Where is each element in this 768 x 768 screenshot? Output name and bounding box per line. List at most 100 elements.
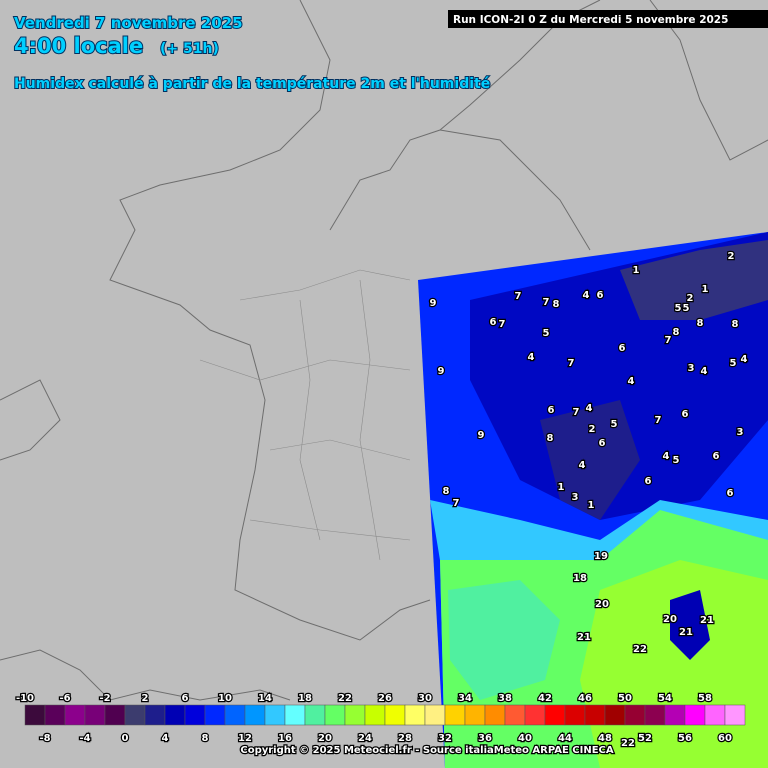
legend-label: 32 bbox=[438, 733, 452, 744]
map-value-label: 5 bbox=[683, 303, 690, 314]
run-box bbox=[448, 10, 768, 28]
map-value-label: 4 bbox=[583, 290, 590, 301]
legend: -10 -6 -2 2 6 10 14 18 22 26 30 34 38 42 46 50 54 58-8 -4 0… bbox=[15, 692, 746, 745]
map-value-label: 6 bbox=[727, 488, 734, 499]
map-value-label: 6 bbox=[597, 290, 604, 301]
legend-swatch bbox=[164, 704, 186, 726]
legend-label: 10 bbox=[218, 693, 232, 704]
map-value-label: 9 bbox=[478, 430, 485, 441]
legend-label: 26 bbox=[378, 693, 392, 704]
legend-swatch bbox=[524, 704, 546, 726]
legend-label: 44 bbox=[558, 733, 572, 744]
legend-swatch bbox=[204, 704, 226, 726]
legend-label: 60 bbox=[718, 733, 732, 744]
legend-label: -10 bbox=[16, 693, 34, 704]
map-value-label: 4 bbox=[579, 460, 586, 471]
legend-label: 30 bbox=[418, 693, 432, 704]
map-value-label: 7 bbox=[665, 335, 672, 346]
legend-label: 36 bbox=[478, 733, 492, 744]
legend-swatch bbox=[564, 704, 586, 726]
legend-swatch bbox=[144, 704, 166, 726]
map-value-label: 8 bbox=[443, 486, 450, 497]
map-value-label: 1 bbox=[588, 500, 595, 511]
map-value-label: 4 bbox=[628, 376, 635, 387]
map-value-label: 7 bbox=[573, 407, 580, 418]
map-value-label: 9 bbox=[430, 298, 437, 309]
legend-label: 38 bbox=[498, 693, 512, 704]
legend-swatch bbox=[584, 704, 606, 726]
legend-label: -2 bbox=[99, 693, 110, 704]
legend-swatch bbox=[664, 704, 686, 726]
date: Vendredi 7 novembre 2025 bbox=[14, 14, 243, 32]
legend-label: 14 bbox=[258, 693, 272, 704]
map-value-label: 4 bbox=[741, 354, 748, 365]
legend-swatch bbox=[184, 704, 206, 726]
legend-label: 16 bbox=[278, 733, 292, 744]
legend-label: 24 bbox=[358, 733, 372, 744]
map-value-label: 3 bbox=[688, 363, 695, 374]
time: 4:00 locale bbox=[14, 34, 143, 58]
map-value-label: 1 bbox=[558, 482, 565, 493]
legend-swatch bbox=[304, 704, 326, 726]
legend-label: 18 bbox=[298, 693, 312, 704]
legend-swatch bbox=[344, 704, 366, 726]
legend-label: 56 bbox=[678, 733, 692, 744]
map-value-label: 6 bbox=[619, 343, 626, 354]
legend-swatch bbox=[324, 704, 346, 726]
legend-swatch bbox=[364, 704, 386, 726]
map-value-label: 21 bbox=[679, 627, 693, 638]
legend-swatch bbox=[484, 704, 506, 726]
legend-swatch bbox=[104, 704, 126, 726]
legend-swatch bbox=[544, 704, 566, 726]
map-value-label: 20 bbox=[595, 599, 609, 610]
map-value-label: 3 bbox=[572, 492, 579, 503]
map-value-label: 1 bbox=[633, 265, 640, 276]
legend-swatch bbox=[684, 704, 706, 726]
run-label: Run ICON-2I 0 Z du Mercredi 5 novembre 2… bbox=[453, 14, 728, 26]
map-value-label: 21 bbox=[700, 615, 714, 626]
map-value-label: 6 bbox=[645, 476, 652, 487]
legend-label: -6 bbox=[59, 693, 70, 704]
legend-label: 54 bbox=[658, 693, 672, 704]
legend-swatch bbox=[264, 704, 286, 726]
map-value-label: 1 bbox=[702, 284, 709, 295]
map-value-label: 7 bbox=[499, 319, 506, 330]
map-value-label: 9 bbox=[438, 366, 445, 377]
map-value-label: 8 bbox=[673, 327, 680, 338]
map-value-label: 5 bbox=[543, 328, 550, 339]
offset: (+ 51h) bbox=[160, 41, 219, 57]
legend-swatch bbox=[384, 704, 406, 726]
legend-swatch bbox=[464, 704, 486, 726]
legend-swatch bbox=[444, 704, 466, 726]
legend-swatch bbox=[504, 704, 526, 726]
map-value-label: 6 bbox=[713, 451, 720, 462]
map-value-label: 5 bbox=[675, 303, 682, 314]
map-value-label: 7 bbox=[655, 415, 662, 426]
legend-label: 28 bbox=[398, 733, 412, 744]
legend-label: -8 bbox=[39, 733, 50, 744]
legend-label: 48 bbox=[598, 733, 612, 744]
legend-swatch bbox=[624, 704, 646, 726]
legend-swatch bbox=[724, 704, 746, 726]
legend-swatch bbox=[244, 704, 266, 726]
legend-label: 12 bbox=[238, 733, 252, 744]
legend-swatch bbox=[644, 704, 666, 726]
map-value-label: 8 bbox=[553, 299, 560, 310]
legend-label: 58 bbox=[698, 693, 712, 704]
map-value-label: 6 bbox=[490, 317, 497, 328]
map-value-label: 8 bbox=[697, 318, 704, 329]
legend-swatch bbox=[284, 704, 306, 726]
legend-label: -4 bbox=[79, 733, 90, 744]
map-value-label: 8 bbox=[547, 433, 554, 444]
legend-label: 4 bbox=[162, 733, 169, 744]
map-value-label: 7 bbox=[543, 297, 550, 308]
legend-label: 34 bbox=[458, 693, 472, 704]
map-value-label: 4 bbox=[701, 366, 708, 377]
legend-label: 46 bbox=[578, 693, 592, 704]
map-value-label: 21 bbox=[577, 632, 591, 643]
map-value-label: 7 bbox=[568, 358, 575, 369]
legend-swatch bbox=[44, 704, 66, 726]
map-value-label: 7 bbox=[453, 498, 460, 509]
